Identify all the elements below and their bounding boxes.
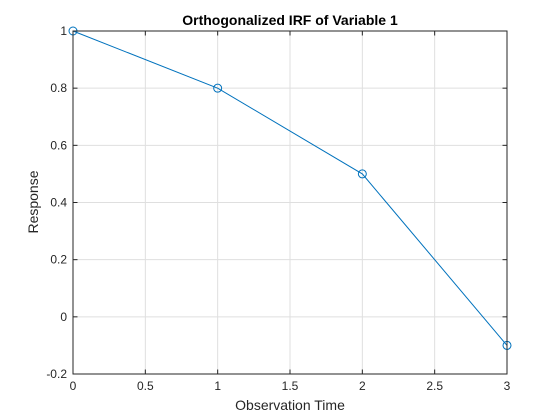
y-tick-label: 0.2 <box>50 253 67 267</box>
data-point-marker <box>357 169 367 179</box>
x-axis-label: Observation Time <box>235 397 345 413</box>
x-tick-label: 1.5 <box>282 379 299 393</box>
data-point-marker <box>213 83 223 93</box>
x-tick-label: 1 <box>214 379 221 393</box>
x-tick-label: 2 <box>359 379 366 393</box>
y-tick-label: 1 <box>60 24 67 38</box>
y-tick-label: 0.8 <box>50 81 67 95</box>
ticks <box>72 30 508 375</box>
y-tick-label: 0.6 <box>50 138 67 152</box>
y-tick-label: 0.4 <box>50 196 67 210</box>
x-tick-labels: 0 0.5 1 1.5 2 2.5 3 <box>70 379 511 393</box>
x-tick-label: 0 <box>70 379 77 393</box>
y-tick-labels: -0.2 0 0.2 0.4 0.6 0.8 1 <box>46 24 67 381</box>
series-line <box>72 30 508 346</box>
x-tick-label: 2.5 <box>426 379 443 393</box>
y-axis-label: Response <box>25 170 41 233</box>
y-tick-label: -0.2 <box>46 367 67 381</box>
y-tick-label: 0 <box>60 310 67 324</box>
x-tick-label: 0.5 <box>137 379 154 393</box>
chart-title: Orthogonalized IRF of Variable 1 <box>182 12 398 28</box>
x-tick-label: 3 <box>504 379 511 393</box>
